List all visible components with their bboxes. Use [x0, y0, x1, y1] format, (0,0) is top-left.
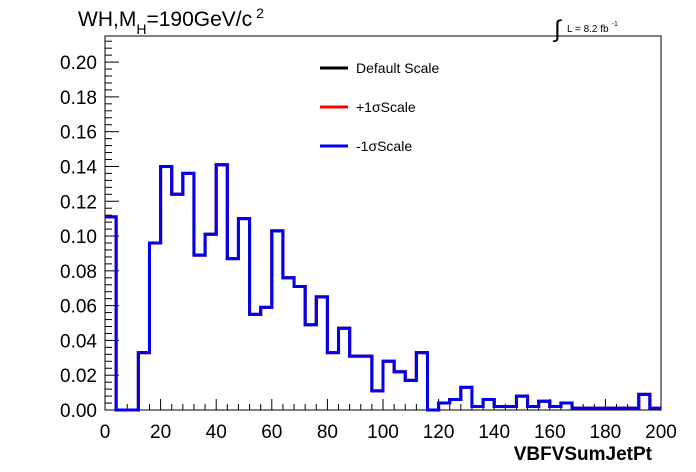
y-tick-label: 0.14 [60, 157, 97, 178]
legend-label: Default Scale [356, 60, 439, 76]
y-tick-label: 0.06 [60, 297, 97, 318]
luminosity-label: L = 8.2 fb -1 [567, 21, 618, 35]
legend: Default Scale +1σScale -1σScale [320, 60, 439, 154]
y-tick-label: 0.10 [60, 227, 97, 248]
x-tick-label: 20 [150, 422, 171, 443]
chart-title: WH,MH=190GeV/c 2 [78, 5, 264, 37]
plot-frame [104, 35, 662, 411]
legend-label: +1σScale [356, 99, 416, 115]
x-tick-label: 200 [645, 422, 677, 443]
x-tick-label: 140 [478, 422, 510, 443]
x-tick-label: 80 [317, 422, 338, 443]
x-axis-title: VBFVSumJetPt [514, 444, 653, 465]
x-tick-label: 100 [367, 422, 399, 443]
y-tick-label: 0.16 [60, 123, 97, 144]
x-tick-label: 60 [261, 422, 282, 443]
y-tick-label: 0.00 [60, 401, 97, 422]
legend-label: -1σScale [356, 138, 412, 154]
histogram-series [105, 163, 661, 412]
y-tick-label: 0.02 [60, 366, 97, 387]
x-tick-label: 180 [590, 422, 622, 443]
y-tick-label: 0.12 [60, 192, 97, 213]
x-axis: 0 20 40 60 80 100 120 140 160 180 200 [100, 399, 677, 443]
integral-symbol: ∫ [552, 16, 562, 43]
x-tick-label: 160 [534, 422, 566, 443]
x-tick-label: 120 [423, 422, 455, 443]
y-tick-label: 0.08 [60, 262, 97, 283]
y-tick-label: 0.20 [60, 53, 97, 74]
x-tick-label: 0 [100, 422, 111, 443]
y-axis: 0.00 0.02 0.04 0.06 0.08 0.10 0.12 0.14 0.16 0.18… [60, 40, 119, 422]
x-tick-label: 40 [206, 422, 227, 443]
series-line-2 [105, 163, 661, 412]
y-tick-label: 0.04 [60, 331, 97, 352]
y-tick-label: 0.18 [60, 88, 97, 109]
